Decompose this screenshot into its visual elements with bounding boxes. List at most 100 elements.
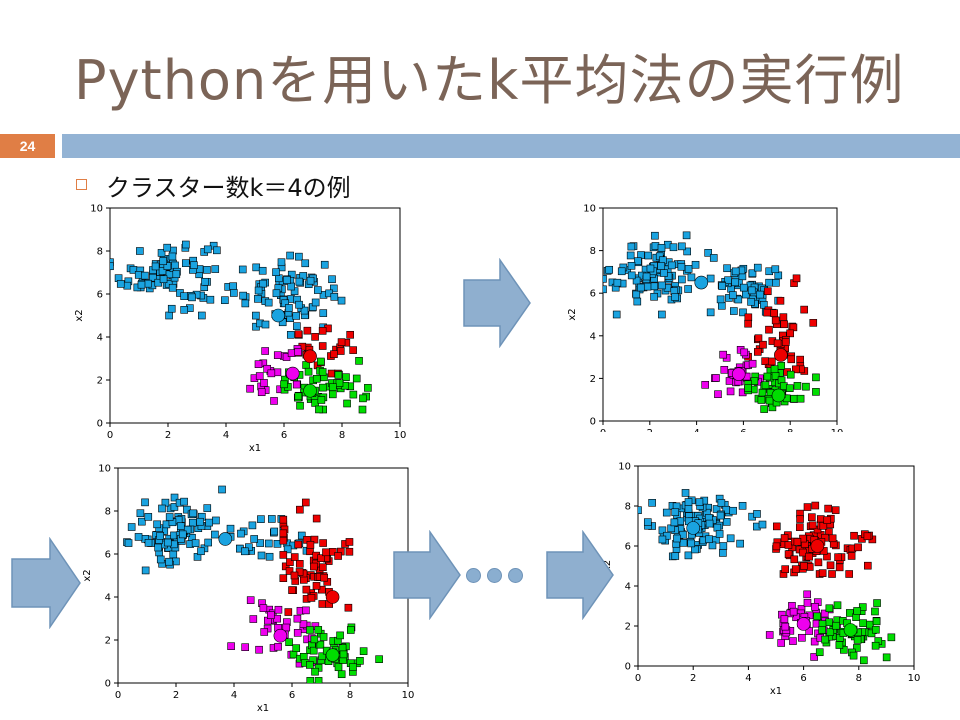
x-tick-label: 0 bbox=[635, 673, 641, 684]
data-point bbox=[826, 628, 835, 636]
data-point bbox=[811, 501, 820, 510]
data-point bbox=[731, 267, 740, 276]
x-tick-label: 4 bbox=[223, 430, 229, 441]
data-point bbox=[853, 644, 861, 652]
data-point bbox=[753, 510, 761, 518]
data-point bbox=[319, 633, 328, 641]
data-point bbox=[334, 371, 343, 379]
data-point bbox=[261, 347, 269, 355]
data-point bbox=[312, 374, 321, 383]
data-point bbox=[810, 653, 818, 661]
data-point bbox=[299, 272, 308, 280]
data-point bbox=[777, 361, 786, 370]
data-point bbox=[758, 520, 767, 529]
data-point bbox=[832, 621, 840, 630]
data-point bbox=[279, 536, 288, 545]
data-point bbox=[352, 374, 361, 383]
data-point bbox=[854, 543, 862, 552]
data-point bbox=[679, 539, 688, 547]
data-point bbox=[285, 638, 293, 646]
data-point bbox=[617, 267, 626, 276]
data-point bbox=[319, 309, 328, 317]
data-point bbox=[355, 357, 363, 365]
data-point bbox=[704, 249, 712, 257]
data-point bbox=[299, 576, 308, 584]
data-point bbox=[643, 282, 652, 291]
data-point bbox=[165, 557, 173, 566]
data-point bbox=[256, 539, 264, 547]
centroid-marker bbox=[774, 348, 788, 362]
data-point bbox=[719, 542, 728, 550]
data-point bbox=[646, 264, 655, 273]
data-point bbox=[218, 485, 226, 494]
data-point bbox=[297, 531, 306, 540]
data-point bbox=[738, 501, 747, 510]
data-point bbox=[634, 257, 642, 265]
data-point bbox=[168, 252, 177, 261]
data-point bbox=[349, 390, 358, 399]
data-point bbox=[847, 552, 856, 560]
data-point bbox=[246, 596, 255, 604]
y-axis-label: x2 bbox=[74, 309, 85, 321]
y-axis-label: x2 bbox=[567, 308, 578, 320]
data-point bbox=[273, 614, 281, 623]
y-tick-label: 4 bbox=[97, 333, 103, 344]
data-point bbox=[246, 384, 254, 393]
data-point bbox=[706, 274, 715, 283]
x-tick-label: 8 bbox=[856, 673, 862, 684]
data-point bbox=[295, 560, 304, 568]
data-point bbox=[712, 505, 721, 513]
data-point bbox=[211, 265, 220, 273]
data-point bbox=[311, 667, 319, 676]
data-point bbox=[201, 277, 209, 286]
data-point bbox=[337, 670, 346, 679]
data-point bbox=[334, 552, 342, 560]
data-point bbox=[164, 538, 172, 547]
data-point bbox=[293, 629, 302, 637]
data-point bbox=[159, 257, 167, 265]
data-point bbox=[790, 394, 798, 403]
data-point bbox=[638, 506, 642, 514]
y-tick-label: 8 bbox=[97, 247, 103, 258]
data-point bbox=[730, 307, 738, 315]
x-axis-label: x1 bbox=[770, 686, 782, 697]
y-tick-label: 2 bbox=[590, 374, 596, 385]
data-point bbox=[873, 599, 881, 607]
data-point bbox=[747, 298, 755, 306]
data-point bbox=[316, 640, 325, 649]
data-point bbox=[110, 262, 114, 271]
data-point bbox=[678, 275, 686, 284]
data-point bbox=[723, 264, 731, 273]
scatter-plot-iteration-2: 0 2 4 6 8 10 0 2 4 6 8 10 x1 x2 bbox=[82, 464, 414, 715]
data-point bbox=[182, 240, 190, 249]
data-point bbox=[684, 504, 693, 513]
data-point bbox=[722, 518, 731, 526]
x-axis-label: x1 bbox=[257, 703, 269, 714]
data-point bbox=[286, 251, 294, 260]
data-point bbox=[287, 282, 295, 291]
data-point bbox=[815, 648, 824, 657]
data-point bbox=[687, 273, 696, 282]
data-point bbox=[356, 657, 364, 665]
data-point bbox=[627, 261, 636, 270]
data-point bbox=[263, 364, 271, 373]
data-point bbox=[792, 274, 801, 283]
data-point bbox=[203, 504, 212, 512]
data-point bbox=[212, 516, 220, 525]
data-point bbox=[164, 279, 173, 288]
data-point bbox=[328, 390, 337, 399]
data-point bbox=[264, 539, 273, 548]
data-point bbox=[780, 320, 788, 329]
y-tick-label: 10 bbox=[583, 204, 596, 215]
data-point bbox=[850, 531, 858, 540]
data-point bbox=[808, 521, 817, 530]
data-point bbox=[172, 270, 181, 279]
data-point bbox=[846, 609, 854, 617]
data-point bbox=[887, 633, 896, 642]
data-point bbox=[872, 617, 881, 626]
data-point bbox=[153, 520, 161, 529]
data-point bbox=[342, 373, 350, 381]
data-point bbox=[364, 384, 372, 392]
data-point bbox=[772, 542, 781, 551]
data-point bbox=[761, 357, 769, 365]
